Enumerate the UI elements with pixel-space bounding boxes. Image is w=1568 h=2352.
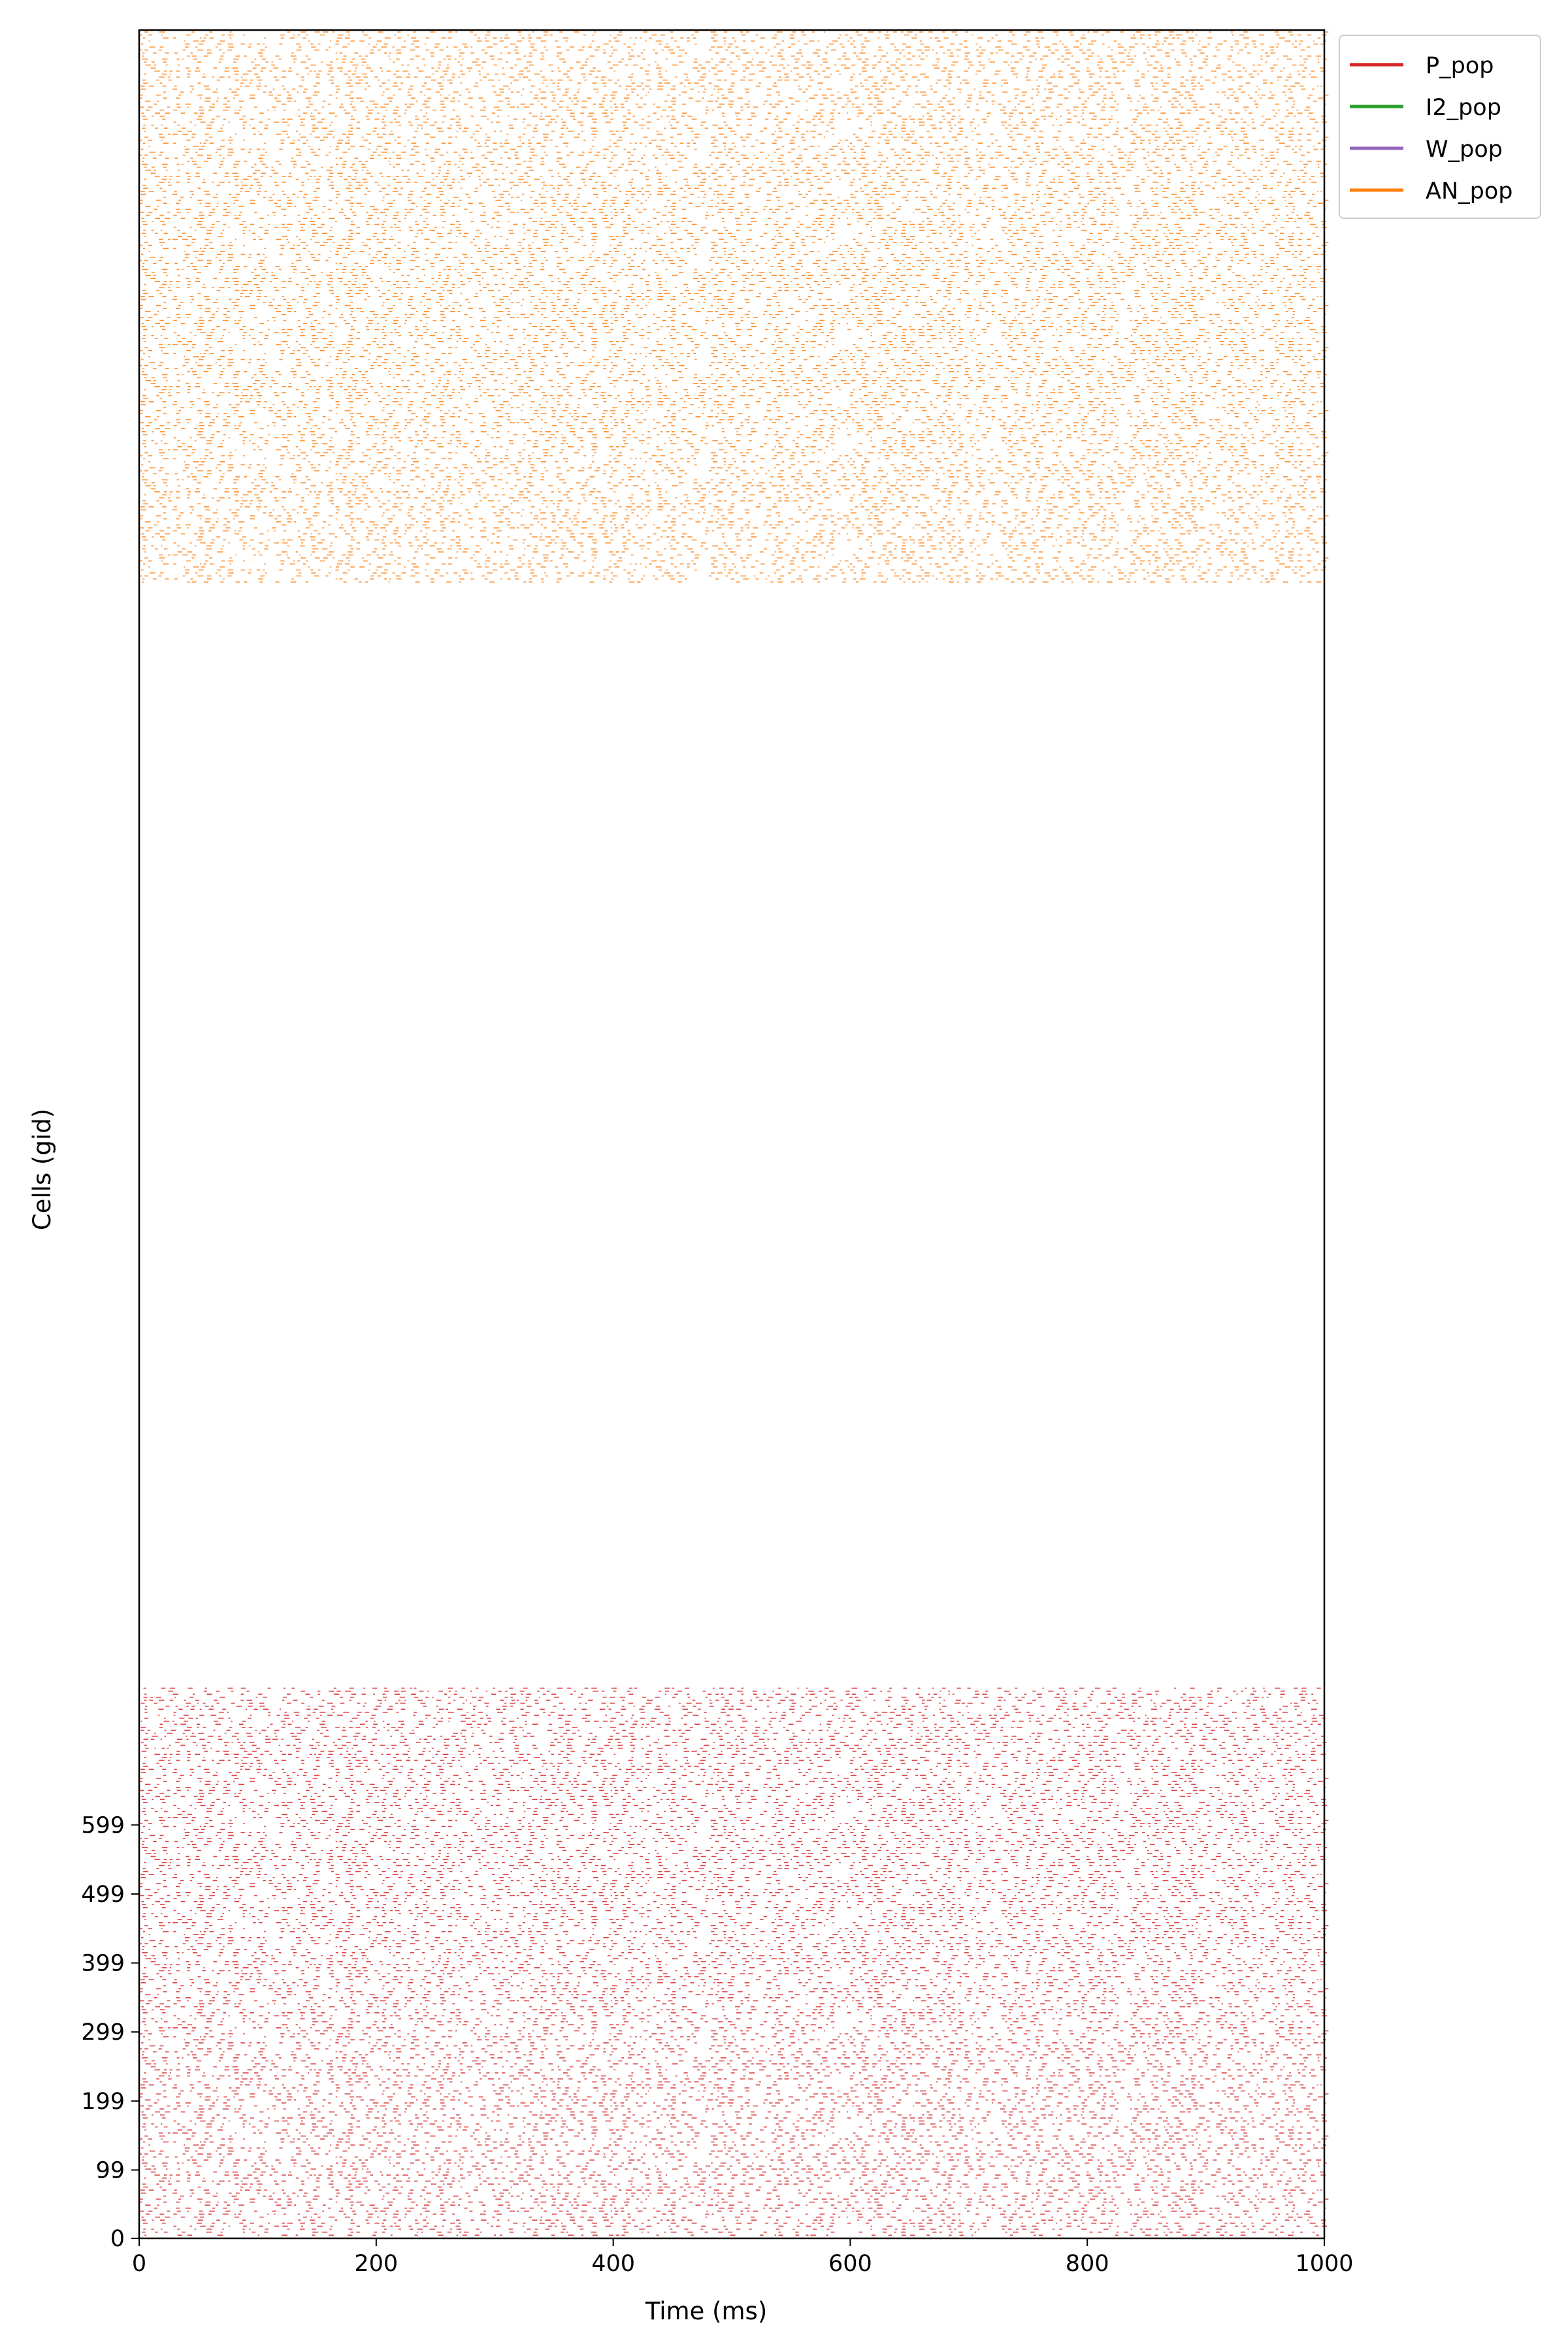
legend-box <box>1339 35 1541 219</box>
y-tick-label-0: 0 <box>110 2226 125 2252</box>
x-tick-label-200: 200 <box>354 2251 398 2277</box>
y-tick-label-299: 299 <box>81 2019 125 2046</box>
x-tick-label-0: 0 <box>132 2251 146 2277</box>
spike-series-AN_pop <box>139 31 1329 583</box>
x-tick-label-800: 800 <box>1066 2251 1109 2277</box>
y-tick-label-499: 499 <box>81 1882 125 1908</box>
y-axis-label: Cells (gid) <box>28 1109 56 1230</box>
legend: P_pop I2_pop W_pop AN_pop <box>1339 35 1541 219</box>
y-tick-label-399: 399 <box>81 1951 125 1977</box>
x-tick-label-400: 400 <box>591 2251 635 2277</box>
x-axis-label: Time (ms) <box>645 2297 768 2325</box>
y-tick-label-199: 199 <box>81 2089 125 2115</box>
spike-marks-AN_pop <box>139 31 1329 583</box>
legend-label-W_pop: W_pop <box>1426 137 1503 163</box>
spike-layer <box>139 31 1329 2239</box>
y-axis: 0 99 199 299 399 499 599 <box>81 1812 139 2252</box>
plot-frame <box>138 29 1326 2240</box>
x-axis: 0 200 400 600 800 1000 <box>132 2238 1354 2277</box>
spike-marks-P_pop <box>139 1688 1329 2239</box>
spike-series-P_pop <box>139 1688 1329 2239</box>
x-tick-label-600: 600 <box>828 2251 872 2277</box>
legend-label-I2_pop: I2_pop <box>1426 95 1501 121</box>
y-tick-label-599: 599 <box>81 1812 125 1838</box>
y-tick-label-99: 99 <box>95 2157 125 2183</box>
x-tick-label-1000: 1000 <box>1295 2251 1353 2277</box>
legend-label-P_pop: P_pop <box>1426 53 1494 79</box>
legend-label-AN_pop: AN_pop <box>1426 178 1512 204</box>
